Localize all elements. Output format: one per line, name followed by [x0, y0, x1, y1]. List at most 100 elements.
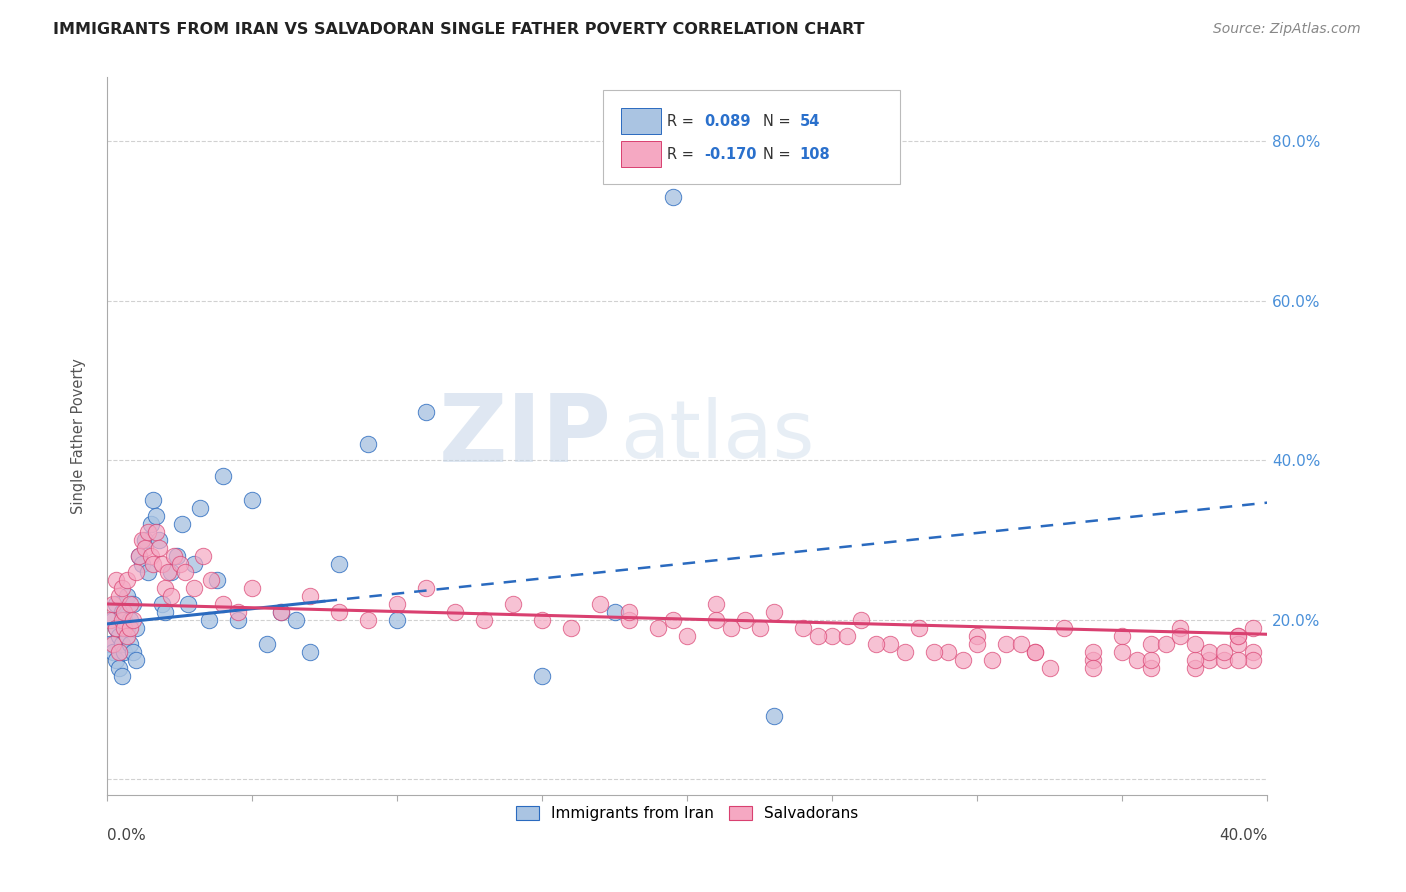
Point [603, 605, 626, 619]
Point [1083, 661, 1105, 675]
Point [104, 621, 127, 635]
Point [145, 525, 167, 540]
Point [107, 661, 129, 675]
Point [980, 653, 1002, 667]
Text: 0.0%: 0.0% [107, 828, 146, 843]
Point [125, 653, 148, 667]
Text: Source: ZipAtlas.com: Source: ZipAtlas.com [1213, 22, 1361, 37]
Point [150, 597, 173, 611]
Point [299, 589, 322, 603]
Point [172, 517, 194, 532]
Point [1212, 645, 1234, 659]
Point [148, 541, 170, 555]
Point [110, 613, 132, 627]
Point [134, 541, 156, 555]
FancyBboxPatch shape [621, 141, 661, 167]
Point [212, 469, 235, 483]
Point [415, 581, 437, 595]
Point [114, 613, 136, 627]
Point [128, 549, 150, 563]
Point [122, 645, 145, 659]
Point [661, 190, 683, 204]
Point [104, 597, 127, 611]
Text: -0.170: -0.170 [704, 147, 756, 161]
Point [120, 613, 142, 627]
Point [139, 517, 162, 532]
Point [110, 581, 132, 595]
Y-axis label: Single Father Poverty: Single Father Poverty [72, 359, 86, 515]
Point [763, 708, 786, 723]
Point [966, 629, 988, 643]
Point [131, 533, 153, 548]
Point [835, 629, 858, 643]
Point [748, 621, 770, 635]
Point [128, 549, 150, 563]
Legend: Immigrants from Iran, Salvadorans: Immigrants from Iran, Salvadorans [510, 799, 865, 827]
Point [1140, 653, 1163, 667]
Point [619, 613, 641, 627]
Text: atlas: atlas [620, 398, 814, 475]
Point [589, 597, 612, 611]
Point [357, 437, 380, 451]
Point [240, 581, 263, 595]
Point [1227, 629, 1250, 643]
Point [936, 645, 959, 659]
Point [120, 597, 142, 611]
Point [120, 637, 142, 651]
Point [1241, 621, 1264, 635]
Point [150, 557, 173, 571]
Point [1010, 637, 1032, 651]
Point [922, 645, 945, 659]
Point [1198, 653, 1220, 667]
Point [104, 573, 127, 587]
Point [120, 621, 142, 635]
Point [125, 621, 148, 635]
Point [1168, 621, 1191, 635]
Point [240, 493, 263, 508]
Point [110, 605, 132, 619]
Point [256, 637, 278, 651]
Point [1184, 637, 1206, 651]
Point [357, 613, 380, 627]
Point [117, 573, 139, 587]
Point [117, 629, 139, 643]
Point [415, 405, 437, 419]
Point [207, 573, 229, 587]
Point [734, 613, 756, 627]
Point [851, 613, 873, 627]
Point [821, 629, 844, 643]
Point [966, 637, 988, 651]
Text: ZIP: ZIP [439, 391, 612, 483]
Point [160, 589, 183, 603]
Point [763, 605, 786, 619]
Point [385, 597, 408, 611]
Point [1126, 653, 1149, 667]
Point [908, 621, 931, 635]
Point [879, 637, 901, 651]
Point [110, 669, 132, 683]
Point [117, 589, 139, 603]
Point [502, 597, 524, 611]
Point [661, 613, 683, 627]
Point [174, 565, 197, 579]
Text: N =: N = [762, 147, 794, 161]
Point [531, 613, 554, 627]
Point [114, 605, 136, 619]
Point [1083, 653, 1105, 667]
Point [212, 597, 235, 611]
Point [191, 549, 214, 563]
Point [156, 565, 179, 579]
Point [163, 549, 186, 563]
Point [148, 533, 170, 548]
Point [1111, 629, 1133, 643]
Point [197, 613, 219, 627]
Point [226, 605, 249, 619]
Text: N =: N = [762, 114, 794, 128]
Point [270, 605, 292, 619]
Point [531, 669, 554, 683]
Point [807, 629, 830, 643]
Point [136, 525, 159, 540]
Point [101, 645, 124, 659]
Point [1140, 637, 1163, 651]
Point [284, 613, 307, 627]
